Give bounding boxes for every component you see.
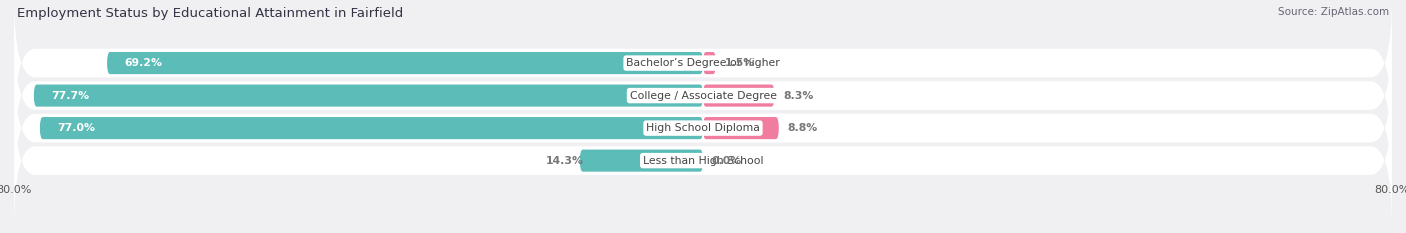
FancyBboxPatch shape: [39, 117, 703, 139]
FancyBboxPatch shape: [14, 94, 1392, 228]
Text: 8.8%: 8.8%: [787, 123, 818, 133]
Text: 0.0%: 0.0%: [711, 156, 742, 166]
Text: 77.0%: 77.0%: [58, 123, 96, 133]
FancyBboxPatch shape: [703, 117, 779, 139]
FancyBboxPatch shape: [14, 61, 1392, 195]
Text: College / Associate Degree: College / Associate Degree: [630, 91, 776, 101]
Text: Source: ZipAtlas.com: Source: ZipAtlas.com: [1278, 7, 1389, 17]
Text: 1.5%: 1.5%: [724, 58, 755, 68]
Text: 69.2%: 69.2%: [124, 58, 162, 68]
Text: Bachelor’s Degree or higher: Bachelor’s Degree or higher: [626, 58, 780, 68]
FancyBboxPatch shape: [579, 150, 703, 172]
FancyBboxPatch shape: [107, 52, 703, 74]
Text: 77.7%: 77.7%: [51, 91, 89, 101]
Text: Less than High School: Less than High School: [643, 156, 763, 166]
FancyBboxPatch shape: [703, 85, 775, 107]
Text: 8.3%: 8.3%: [783, 91, 814, 101]
FancyBboxPatch shape: [703, 52, 716, 74]
Text: 14.3%: 14.3%: [546, 156, 583, 166]
Text: High School Diploma: High School Diploma: [647, 123, 759, 133]
FancyBboxPatch shape: [14, 0, 1392, 130]
FancyBboxPatch shape: [34, 85, 703, 107]
FancyBboxPatch shape: [14, 29, 1392, 163]
Text: Employment Status by Educational Attainment in Fairfield: Employment Status by Educational Attainm…: [17, 7, 404, 20]
